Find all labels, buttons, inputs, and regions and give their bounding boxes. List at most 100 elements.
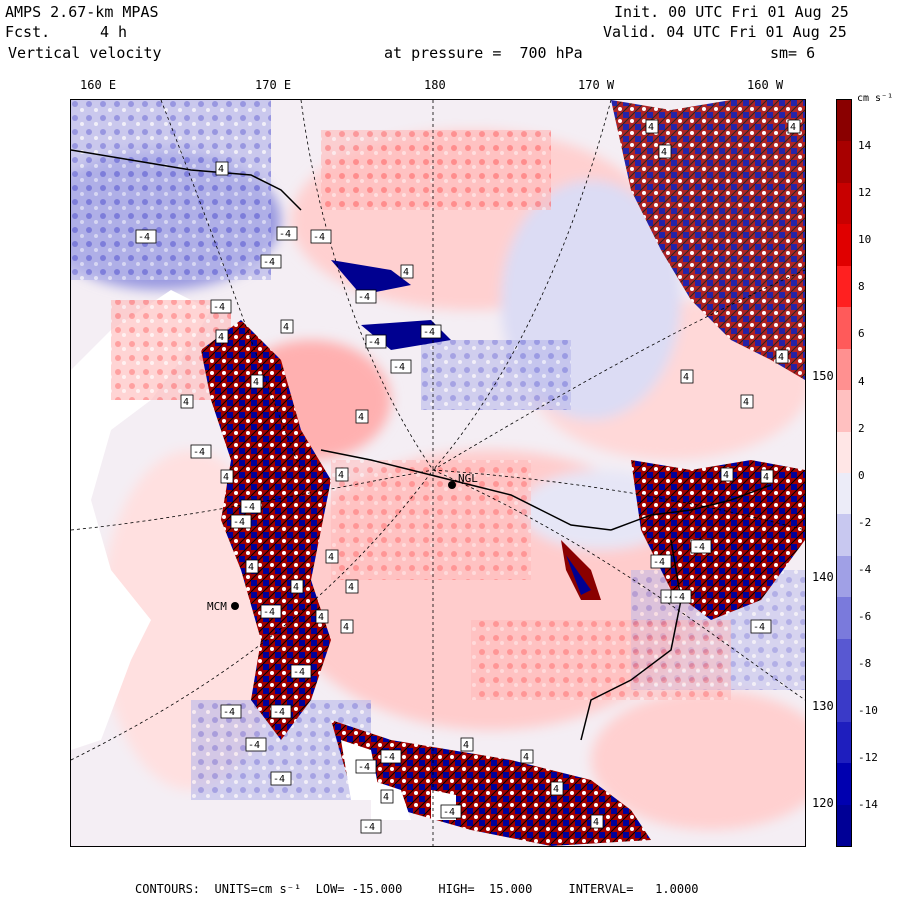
contour-label-box: 4	[180, 394, 194, 409]
pressure-level: at pressure = 700 hPa	[384, 44, 583, 62]
colorbar-segment	[837, 680, 851, 723]
colorbar-tick-label: -14	[858, 798, 878, 812]
svg-text:-4: -4	[663, 592, 675, 603]
svg-text:-4: -4	[673, 592, 685, 603]
svg-text:4: 4	[383, 792, 389, 803]
colorbar-tick-label: 2	[858, 421, 865, 435]
svg-text:-4: -4	[358, 762, 370, 773]
contour-label-box: 4	[345, 579, 359, 594]
contour-label-box: -4	[420, 324, 442, 339]
contour-label-box: 4	[325, 549, 339, 564]
lon-label-180: 180	[424, 78, 446, 92]
svg-text:4: 4	[253, 377, 259, 388]
init-time: Init. 00 UTC Fri 01 Aug 25	[614, 3, 849, 21]
svg-text:-4: -4	[753, 622, 765, 633]
svg-text:4: 4	[348, 582, 354, 593]
contour-label-box: -4	[365, 334, 387, 349]
svg-text:-4: -4	[313, 232, 325, 243]
colorbar-tick-label: -6	[858, 610, 872, 623]
field-name: Vertical velocity	[8, 44, 162, 62]
contour-label-box: 4	[340, 619, 354, 634]
svg-text:4: 4	[743, 397, 749, 408]
contour-label-box: 4	[460, 737, 474, 752]
svg-text:-4: -4	[368, 337, 380, 348]
contour-label-box: -4	[440, 804, 462, 819]
contour-label-box: 4	[760, 469, 774, 484]
svg-text:-4: -4	[233, 517, 245, 528]
svg-text:-4: -4	[213, 302, 225, 313]
contour-label-box: 4	[658, 144, 672, 159]
contour-label-box: -4	[355, 759, 377, 774]
svg-text:4: 4	[223, 472, 229, 483]
vertical-velocity-field: NGL MCM 4 4 4 4 -4 -4 -4 -4 4 -4 -4 4 4 -4 -4 -4 4 4 4 4 4 4 -…	[71, 100, 805, 846]
colorbar	[836, 99, 852, 847]
svg-text:-4: -4	[273, 774, 285, 785]
svg-text:4: 4	[338, 470, 344, 481]
contour-label-box: -4	[240, 499, 262, 514]
colorbar-segment	[837, 555, 851, 598]
contour-label-box: 4	[787, 119, 801, 134]
contour-label-box: -4	[310, 229, 332, 244]
contour-label-box: 4	[775, 349, 789, 364]
colorbar-segment	[837, 100, 851, 142]
colorbar-segment	[837, 638, 851, 681]
colorbar-segment	[837, 473, 851, 515]
contour-label-box: 4	[250, 374, 264, 389]
contour-label-box: 4	[645, 119, 659, 134]
svg-text:4: 4	[790, 122, 796, 133]
colorbar-segment	[837, 804, 851, 847]
contour-label-box: 4	[520, 749, 534, 764]
colorbar-tick-label: 4	[858, 374, 865, 388]
contour-label-box: -4	[290, 664, 312, 679]
svg-text:-4: -4	[293, 667, 305, 678]
contour-label-box: -4	[380, 749, 402, 764]
svg-text:4: 4	[218, 164, 224, 175]
forecast-hour: 4 h	[100, 23, 128, 41]
colorbar-tick-label: -10	[858, 704, 878, 718]
contour-label-box: -4	[230, 514, 252, 529]
station-label-ngl: NGL	[458, 472, 478, 485]
contour-label-box: 4	[590, 814, 604, 829]
svg-text:-4: -4	[443, 807, 455, 818]
contour-label-box: -4	[190, 444, 212, 459]
colorbar-segment	[837, 348, 851, 391]
contour-label-box: -4	[135, 229, 157, 244]
contour-label-box: -4	[210, 299, 232, 314]
svg-text:-4: -4	[223, 707, 235, 718]
svg-text:4: 4	[593, 817, 599, 828]
svg-text:-4: -4	[363, 822, 375, 833]
contour-label-box: -4	[690, 539, 712, 554]
contour-label-box: -4	[260, 604, 282, 619]
contour-label-box: -4	[260, 254, 282, 269]
svg-text:-4: -4	[273, 707, 285, 718]
svg-text:4: 4	[661, 147, 667, 158]
forecast-label: Fcst.	[5, 23, 51, 41]
contour-label-box: -4	[390, 359, 412, 374]
svg-text:4: 4	[683, 372, 689, 383]
svg-text:-4: -4	[653, 557, 665, 568]
colorbar-tick-label: -8	[858, 657, 872, 671]
svg-text:4: 4	[523, 752, 529, 763]
station-label-mcm: MCM	[207, 600, 227, 613]
colorbar-tick-label: 10	[858, 233, 872, 247]
colorbar-tick-label: 0	[858, 468, 865, 482]
colorbar-segment	[837, 141, 851, 184]
svg-text:4: 4	[218, 332, 224, 343]
colorbar-tick-label: -4	[858, 562, 872, 576]
colorbar-segment	[837, 763, 851, 806]
contour-info: CONTOURS: UNITS=cm s⁻¹ LOW= -15.000 HIGH…	[135, 882, 699, 896]
contour-label-box: 4	[355, 409, 369, 424]
colorbar-segment	[837, 182, 851, 225]
contour-label-box: 4	[280, 319, 294, 334]
colorbar-segment	[837, 224, 851, 267]
svg-text:4: 4	[553, 784, 559, 795]
svg-text:-4: -4	[138, 232, 150, 243]
colorbar-units: cm s⁻¹	[857, 93, 894, 104]
contour-label-box: -4	[220, 704, 242, 719]
colorbar-tick-label: -2	[858, 515, 872, 529]
svg-text:4: 4	[763, 472, 769, 483]
colorbar-tick-label: -12	[858, 751, 878, 765]
contour-label-box: -4	[276, 226, 298, 241]
station-dot-mcm	[231, 602, 239, 610]
colorbar-tick-label: 14	[858, 139, 872, 152]
